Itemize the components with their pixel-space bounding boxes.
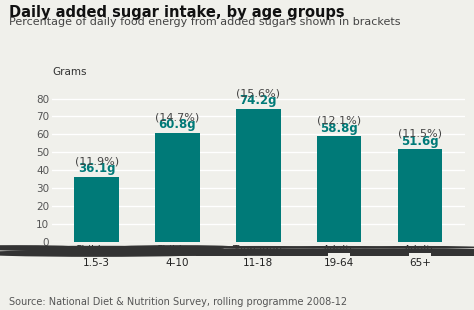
FancyBboxPatch shape (277, 252, 328, 256)
Text: (12.1%): (12.1%) (317, 116, 361, 126)
FancyBboxPatch shape (355, 249, 474, 253)
Bar (317, 136, 362, 242)
Circle shape (355, 246, 474, 249)
Text: 74.2g: 74.2g (239, 94, 277, 107)
Circle shape (122, 245, 231, 248)
FancyBboxPatch shape (48, 251, 306, 256)
FancyBboxPatch shape (273, 249, 405, 253)
Text: Daily added sugar intake, by age groups: Daily added sugar intake, by age groups (9, 5, 345, 20)
Circle shape (0, 246, 224, 251)
Circle shape (0, 245, 71, 248)
FancyBboxPatch shape (193, 249, 324, 253)
FancyBboxPatch shape (431, 252, 474, 256)
FancyBboxPatch shape (350, 252, 401, 256)
Text: (14.7%): (14.7%) (155, 112, 200, 122)
Text: (11.5%): (11.5%) (398, 129, 442, 139)
Text: (15.6%): (15.6%) (237, 88, 280, 98)
Text: (11.9%): (11.9%) (74, 156, 118, 166)
Circle shape (273, 246, 405, 249)
Circle shape (193, 246, 324, 249)
Ellipse shape (0, 250, 224, 257)
Text: 58.8g: 58.8g (320, 122, 358, 135)
Bar (155, 133, 200, 242)
Text: Grams: Grams (52, 67, 87, 77)
Bar (74, 177, 119, 242)
Text: 36.1g: 36.1g (78, 162, 115, 175)
Text: 51.6g: 51.6g (401, 135, 439, 148)
Text: Percentage of daily food energy from added sugars shown in brackets: Percentage of daily food energy from add… (9, 17, 401, 27)
Bar (398, 149, 442, 242)
FancyBboxPatch shape (358, 252, 409, 256)
Text: 60.8g: 60.8g (159, 118, 196, 131)
FancyBboxPatch shape (196, 252, 247, 256)
Text: Source: National Diet & Nutrition Survey, rolling programme 2008-12: Source: National Diet & Nutrition Survey… (9, 297, 347, 307)
FancyBboxPatch shape (269, 252, 320, 256)
Bar (236, 109, 281, 242)
